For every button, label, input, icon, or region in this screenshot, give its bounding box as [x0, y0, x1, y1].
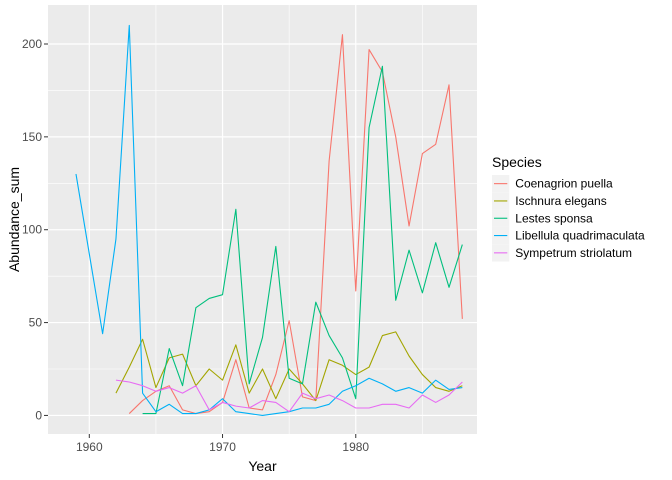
minor-gridlines: [48, 5, 477, 434]
legend-label: Libellula quadrimaculata: [515, 229, 645, 243]
legend: Species Coenagrion puella Ischnura elegan…: [492, 154, 645, 262]
y-tick-label: 50: [29, 316, 43, 330]
y-axis-title: Abundance_sum: [6, 167, 22, 272]
series-line-1: [115, 331, 463, 402]
y-tick-label: 150: [22, 130, 42, 144]
legend-label: Sympetrum striolatum: [515, 246, 632, 260]
x-tick-label: 1960: [76, 440, 103, 454]
series-line-3: [75, 24, 463, 416]
x-tick-label: 1970: [209, 440, 236, 454]
series-lines: [75, 24, 463, 416]
legend-items: Coenagrion puella Ischnura elegans Lestes …: [492, 175, 645, 262]
y-tick-label: 0: [35, 408, 42, 422]
series-line-4: [115, 379, 463, 413]
x-axis-title: Year: [248, 458, 277, 474]
legend-label: Ischnura elegans: [515, 194, 606, 208]
series-line-0: [128, 34, 463, 415]
y-tick-label: 200: [22, 37, 42, 51]
x-axis: 1960 1970 1980: [76, 434, 369, 454]
y-tick-label: 100: [22, 223, 42, 237]
legend-label: Lestes sponsa: [515, 211, 593, 225]
x-tick-label: 1980: [342, 440, 369, 454]
plot-panel: [48, 5, 477, 434]
y-axis: 0 50 100 150 200: [22, 37, 48, 422]
legend-label: Coenagrion puella: [515, 177, 613, 191]
legend-title: Species: [492, 154, 542, 170]
series-line-2: [142, 65, 463, 415]
